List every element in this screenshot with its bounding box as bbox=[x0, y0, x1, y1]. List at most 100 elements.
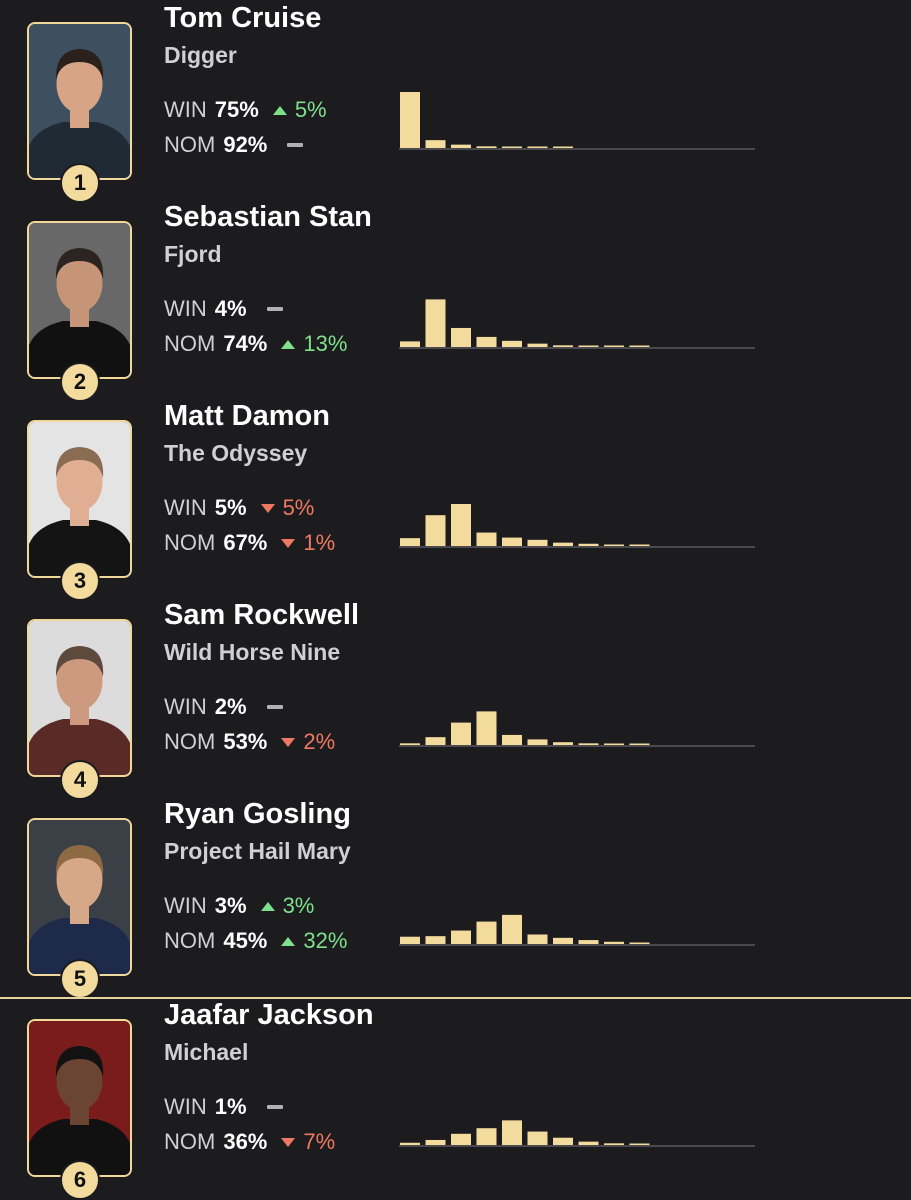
distribution-bar bbox=[400, 538, 420, 546]
distribution-bar bbox=[553, 937, 573, 944]
distribution-bar bbox=[425, 936, 446, 944]
distribution-bar bbox=[553, 345, 573, 347]
distribution-bar bbox=[604, 1143, 624, 1145]
nominee-row[interactable]: 3 Matt Damon The Odyssey WIN 5% 5% NOM 6… bbox=[0, 398, 911, 601]
cutoff-divider bbox=[0, 997, 911, 999]
nom-value: 45% bbox=[223, 928, 268, 953]
avatar-container: 1 bbox=[27, 22, 132, 203]
nom-label: NOM bbox=[164, 928, 216, 953]
distribution-bar bbox=[578, 940, 599, 944]
distribution-bar bbox=[476, 921, 497, 944]
arrow-up-icon bbox=[281, 936, 296, 946]
avatar[interactable] bbox=[27, 221, 132, 379]
arrow-up-icon bbox=[281, 339, 296, 349]
nominee-row[interactable]: 5 Ryan Gosling Project Hail Mary WIN 3% … bbox=[0, 796, 911, 999]
distribution-bar bbox=[502, 537, 522, 546]
distribution-bar bbox=[451, 1133, 471, 1145]
nom-label: NOM bbox=[164, 729, 216, 754]
win-change-value: 5% bbox=[294, 97, 327, 122]
win-label: WIN bbox=[164, 97, 207, 122]
portrait-image bbox=[29, 24, 130, 178]
distribution-bar bbox=[451, 722, 471, 745]
chart-baseline bbox=[399, 347, 755, 349]
avatar-container: 3 bbox=[27, 420, 132, 601]
win-stat: WIN 5% 5% bbox=[164, 495, 314, 521]
win-change-value: 3% bbox=[282, 893, 315, 918]
arrow-down-icon bbox=[260, 503, 275, 513]
arrow-down-icon bbox=[281, 538, 296, 548]
chart-baseline bbox=[399, 546, 755, 548]
portrait-image bbox=[29, 1021, 130, 1175]
rank-badge: 2 bbox=[60, 362, 100, 402]
rank-badge: 6 bbox=[60, 1160, 100, 1200]
nom-change: 2% bbox=[281, 729, 335, 755]
nom-stat: NOM 36% 7% bbox=[164, 1129, 335, 1155]
nom-value: 92% bbox=[223, 132, 268, 157]
portrait-image bbox=[29, 223, 130, 377]
distribution-bar bbox=[451, 504, 471, 546]
nom-change-value: 2% bbox=[303, 729, 336, 754]
nominee-name: Matt Damon bbox=[164, 400, 330, 432]
nominee-name: Tom Cruise bbox=[164, 2, 322, 34]
distribution-bar bbox=[578, 345, 599, 347]
nom-label: NOM bbox=[164, 132, 216, 157]
distribution-bar bbox=[400, 743, 420, 745]
distribution-bar bbox=[400, 1142, 420, 1145]
no-change-icon bbox=[287, 143, 304, 147]
avatar[interactable] bbox=[27, 818, 132, 976]
nom-stat: NOM 74% 13% bbox=[164, 331, 347, 357]
chart-baseline bbox=[399, 1145, 755, 1147]
avatar[interactable] bbox=[27, 420, 132, 578]
no-change-icon bbox=[266, 307, 283, 311]
win-stat: WIN 75% 5% bbox=[164, 97, 327, 123]
win-value: 4% bbox=[214, 296, 247, 321]
avatar[interactable] bbox=[27, 1019, 132, 1177]
distribution-bar bbox=[553, 542, 573, 546]
nominee-row[interactable]: 4 Sam Rockwell Wild Horse Nine WIN 2% NO… bbox=[0, 597, 911, 800]
nominee-row[interactable]: 6 Jaafar Jackson Michael WIN 1% NOM 36% … bbox=[0, 997, 911, 1200]
avatar[interactable] bbox=[27, 619, 132, 777]
distribution-bar bbox=[604, 544, 624, 546]
distribution-bar bbox=[451, 144, 471, 148]
distribution-chart bbox=[399, 914, 755, 946]
win-label: WIN bbox=[164, 1094, 207, 1119]
arrow-down-icon bbox=[281, 737, 296, 747]
distribution-bar bbox=[502, 734, 522, 745]
arrow-down-icon bbox=[281, 1137, 296, 1147]
win-label: WIN bbox=[164, 893, 207, 918]
win-value: 3% bbox=[214, 893, 247, 918]
nominee-name: Sebastian Stan bbox=[164, 201, 372, 233]
win-value: 1% bbox=[214, 1094, 247, 1119]
win-change: 5% bbox=[272, 97, 327, 123]
distribution-bar bbox=[527, 146, 548, 148]
portrait-image bbox=[29, 422, 130, 576]
distribution-bar bbox=[629, 544, 650, 546]
distribution-chart bbox=[399, 92, 755, 150]
win-stat: WIN 1% bbox=[164, 1094, 283, 1120]
distribution-bar bbox=[527, 1131, 548, 1145]
distribution-bar bbox=[527, 539, 548, 546]
nominee-row[interactable]: 1 Tom Cruise Digger WIN 75% 5% NOM 92% bbox=[0, 0, 911, 203]
distribution-bar bbox=[476, 336, 497, 347]
distribution-bar bbox=[425, 737, 446, 745]
rank-badge: 3 bbox=[60, 561, 100, 601]
rank-badge: 5 bbox=[60, 959, 100, 999]
nominee-row[interactable]: 2 Sebastian Stan Fjord WIN 4% NOM 74% 13… bbox=[0, 199, 911, 402]
distribution-bar bbox=[476, 532, 497, 546]
avatar-container: 6 bbox=[27, 1019, 132, 1200]
nom-change: 13% bbox=[281, 331, 347, 357]
nom-stat: NOM 53% 2% bbox=[164, 729, 335, 755]
nom-change-value: 32% bbox=[303, 928, 348, 953]
avatar[interactable] bbox=[27, 22, 132, 180]
chart-baseline bbox=[399, 148, 755, 150]
distribution-bar bbox=[476, 146, 497, 148]
distribution-bar bbox=[553, 1137, 573, 1145]
film-title: The Odyssey bbox=[164, 440, 308, 466]
nominee-name: Sam Rockwell bbox=[164, 599, 360, 631]
nom-change: 1% bbox=[281, 530, 335, 556]
film-title: Michael bbox=[164, 1039, 249, 1065]
distribution-bar bbox=[578, 743, 599, 745]
distribution-bar bbox=[451, 930, 471, 944]
distribution-bar bbox=[527, 934, 548, 944]
distribution-bar bbox=[629, 743, 650, 745]
